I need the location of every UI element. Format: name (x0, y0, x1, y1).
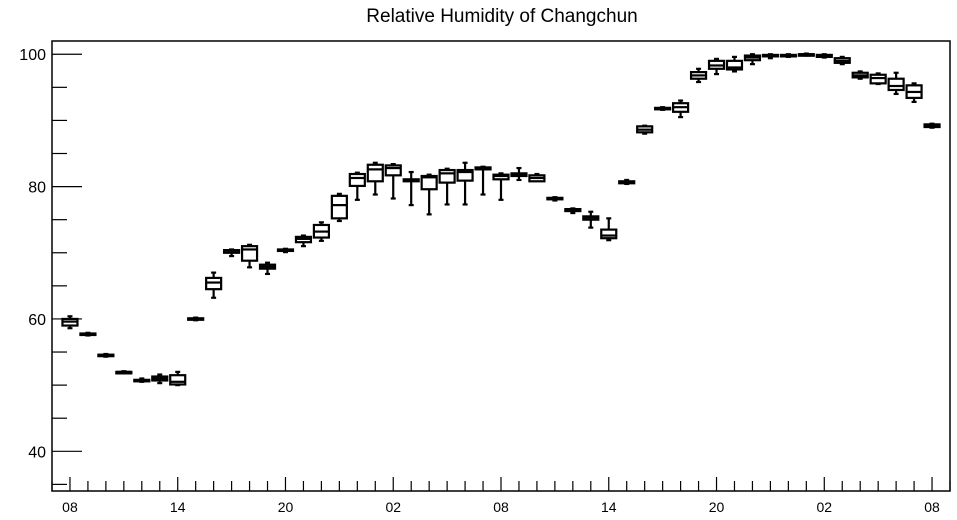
box-40 (779, 53, 797, 58)
box-29 (582, 210, 600, 229)
box-27 (546, 196, 564, 202)
box-series (61, 52, 941, 387)
box-15 (330, 192, 348, 223)
box-22 (456, 161, 474, 206)
box-18 (384, 162, 402, 200)
box (420, 174, 438, 191)
x-tick-label: 14 (601, 499, 617, 515)
box-48 (923, 122, 941, 129)
box-5 (151, 373, 169, 385)
chart-title: Relative Humidity of Changchun (366, 6, 637, 27)
box-46 (887, 71, 905, 96)
x-axis: 08 14 20 02 08 14 20 02 08 (51, 477, 951, 515)
box-47 (905, 82, 923, 103)
box (240, 245, 259, 262)
box-32 (636, 124, 654, 135)
x-tick-label: 02 (385, 499, 401, 515)
box-4 (133, 377, 151, 383)
box-3 (115, 370, 133, 375)
box-34 (671, 99, 690, 119)
x-tick-label: 08 (924, 499, 940, 515)
box-2 (97, 352, 115, 358)
y-tick-label: 100 (19, 47, 46, 64)
box (438, 168, 456, 184)
y-axis: 40 60 80 100 (19, 47, 82, 485)
box-37 (725, 55, 744, 73)
box-25 (510, 166, 528, 182)
box-26 (528, 172, 546, 183)
box-28 (564, 207, 582, 215)
box-1 (79, 331, 97, 337)
box-12 (276, 247, 295, 254)
box-8 (205, 271, 223, 299)
box (456, 168, 474, 182)
box-33 (654, 106, 672, 111)
x-tick-label: 08 (62, 499, 78, 515)
box (169, 374, 187, 386)
box-41 (797, 52, 815, 57)
box-44 (851, 70, 869, 80)
box-39 (761, 53, 780, 60)
box-16 (348, 171, 366, 201)
x-tick-label: 14 (170, 499, 186, 515)
box (330, 194, 348, 220)
box-31 (618, 178, 636, 186)
box (887, 77, 905, 92)
box-24 (492, 172, 510, 201)
box (348, 172, 366, 188)
y-tick-label: 40 (28, 444, 46, 461)
box-30 (600, 217, 618, 242)
box-43 (833, 55, 851, 66)
box (725, 59, 744, 71)
box (600, 228, 618, 240)
box-7 (187, 316, 205, 322)
box (366, 163, 384, 183)
box-36 (707, 57, 726, 76)
box-17 (366, 161, 384, 196)
box-35 (689, 67, 708, 84)
box-6 (169, 370, 187, 387)
box-38 (743, 53, 762, 66)
x-tick-label: 20 (709, 499, 725, 515)
box-23 (474, 165, 492, 196)
x-tick-label: 08 (493, 499, 509, 515)
box-21 (438, 167, 456, 206)
box-42 (815, 53, 833, 59)
box-9 (223, 248, 241, 258)
box-13 (294, 234, 313, 248)
box-20 (420, 173, 438, 216)
box-14 (312, 221, 330, 242)
plot-frame (51, 40, 951, 492)
box-19 (402, 170, 420, 207)
box-11 (258, 261, 277, 276)
box (384, 164, 402, 177)
x-tick-label: 02 (816, 499, 832, 515)
x-tick-label: 20 (278, 499, 294, 515)
box-0 (61, 315, 79, 330)
box-10 (240, 243, 259, 269)
y-tick-label: 60 (28, 312, 46, 329)
y-tick-label: 80 (28, 180, 46, 197)
box-45 (869, 72, 887, 86)
